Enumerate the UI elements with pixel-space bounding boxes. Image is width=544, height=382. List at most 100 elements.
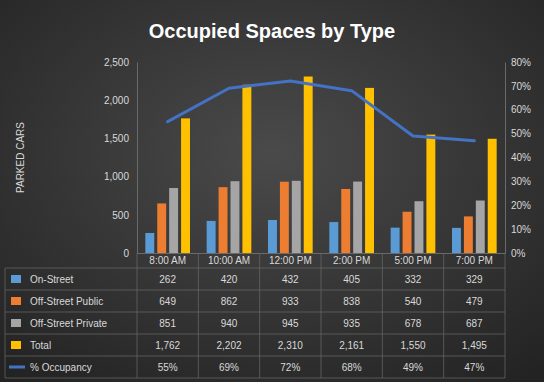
y2-axis: 0% 10% 20% 30% 40% 50% 60% 70% 80% xyxy=(505,57,531,259)
tick: 7:00 PM xyxy=(456,253,493,266)
table-line xyxy=(5,268,6,378)
table-line xyxy=(443,253,444,378)
axis-line xyxy=(138,253,506,254)
table-line xyxy=(5,356,505,357)
tick-label: 70% xyxy=(511,81,531,92)
tick-label: 60% xyxy=(511,104,531,115)
bar xyxy=(476,201,485,253)
table-value: 2,202 xyxy=(216,340,241,351)
bar xyxy=(391,228,400,253)
table-value: 933 xyxy=(282,296,299,307)
bar xyxy=(207,221,216,253)
chart: Occupied Spaces by Type PARKED CARS 0 500 1,… xyxy=(0,0,544,382)
legend-swatch xyxy=(11,275,21,283)
tick: 30% xyxy=(505,176,531,187)
tick-label: 50% xyxy=(511,128,531,139)
title: Occupied Spaces by Type xyxy=(149,20,395,42)
bar xyxy=(219,187,228,253)
table-value: 1,762 xyxy=(155,340,180,351)
data-table: On-Street262420432405332329Off-Street Pu… xyxy=(5,253,505,378)
table-value: 55% xyxy=(158,362,178,373)
table-line xyxy=(382,253,383,378)
table-value: 72% xyxy=(280,362,300,373)
tick-label: 12:00 PM xyxy=(269,255,312,266)
tick-label: 0% xyxy=(511,248,526,259)
table-value: 1,550 xyxy=(400,340,425,351)
bar xyxy=(268,220,277,253)
tick: 10:00 AM xyxy=(208,253,250,266)
table-value: 1,495 xyxy=(462,340,487,351)
tick-label: 10% xyxy=(511,224,531,235)
y-axis-label: PARKED CARS xyxy=(15,122,26,193)
tick-label: 30% xyxy=(511,176,531,187)
tick: 5:00 PM xyxy=(394,253,431,266)
tick: 20% xyxy=(505,200,531,211)
bar xyxy=(157,203,166,253)
tick: 8:00 AM xyxy=(149,253,186,266)
tick-label: 8:00 AM xyxy=(149,255,186,266)
tick: 10% xyxy=(505,224,531,235)
tick-label: 0 xyxy=(123,248,129,259)
table-value: 47% xyxy=(464,362,484,373)
bar xyxy=(353,182,362,253)
tick: 0 xyxy=(123,248,137,259)
table-line xyxy=(5,268,505,269)
table-line xyxy=(5,378,505,379)
bar xyxy=(414,201,423,253)
tick: 1,500 xyxy=(104,133,137,144)
table-value: 2,161 xyxy=(339,340,364,351)
legend-swatch xyxy=(11,319,21,327)
tick-label: 5:00 PM xyxy=(394,255,431,266)
tick: 50% xyxy=(505,128,531,139)
table-value: 405 xyxy=(343,274,360,285)
table-value: 329 xyxy=(466,274,483,285)
tick: 2,000 xyxy=(104,95,137,106)
tick-label: 40% xyxy=(511,152,531,163)
table-line xyxy=(321,253,322,378)
tick-label: 2,000 xyxy=(104,95,129,106)
bar xyxy=(341,189,350,253)
line xyxy=(168,81,475,141)
table-value: 678 xyxy=(405,318,422,329)
tick-label: 10:00 AM xyxy=(208,255,250,266)
legend-label: Off-Street Private xyxy=(30,318,108,329)
table-line xyxy=(137,253,138,378)
tick: 0% xyxy=(505,248,526,259)
legend-swatch xyxy=(11,341,21,349)
bar xyxy=(181,118,190,253)
tick: 70% xyxy=(505,81,531,92)
table-value: 940 xyxy=(221,318,238,329)
bar xyxy=(145,233,154,253)
bar xyxy=(488,139,497,253)
legend-label: % Occupancy xyxy=(30,362,92,373)
bar xyxy=(452,228,461,253)
tick-label: 7:00 PM xyxy=(456,255,493,266)
tick: 500 xyxy=(112,210,137,221)
tick-label: 80% xyxy=(511,57,531,68)
legend-swatch xyxy=(9,366,25,369)
bar xyxy=(464,216,473,253)
legend-label: Off-Street Public xyxy=(30,296,103,307)
table-value: 479 xyxy=(466,296,483,307)
marks xyxy=(145,77,496,253)
bar xyxy=(426,135,435,253)
tick-label: 500 xyxy=(112,210,129,221)
table-value: 2,310 xyxy=(278,340,303,351)
table-value: 687 xyxy=(466,318,483,329)
bar xyxy=(365,88,374,253)
table-value: 420 xyxy=(221,274,238,285)
table-line xyxy=(259,253,260,378)
legend-swatch xyxy=(11,297,21,305)
tick-label: 2,500 xyxy=(104,57,129,68)
tick: 2,500 xyxy=(104,57,137,68)
tick: 12:00 PM xyxy=(269,253,312,266)
bar xyxy=(280,182,289,253)
table-value: 432 xyxy=(282,274,299,285)
tick-label: 20% xyxy=(511,200,531,211)
table-value: 262 xyxy=(159,274,176,285)
bar xyxy=(292,181,301,253)
table-value: 838 xyxy=(343,296,360,307)
table-line xyxy=(5,312,505,313)
y-axis: 05001,0001,5002,0002,500 xyxy=(104,57,138,259)
table-line xyxy=(505,253,506,378)
